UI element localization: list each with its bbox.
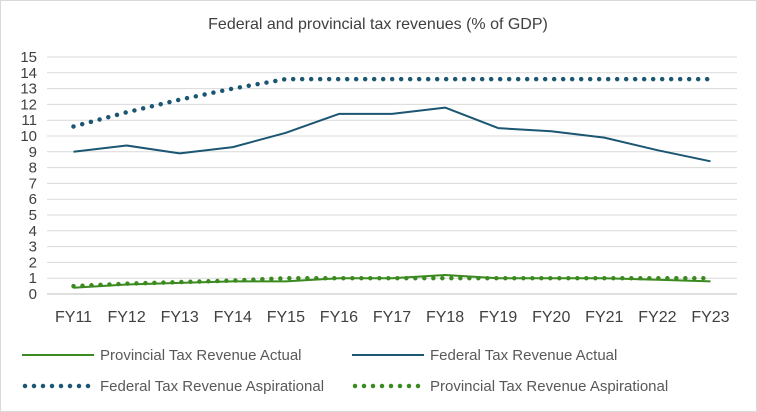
series-line (73, 106, 711, 163)
y-tick-label: 13 (20, 81, 37, 98)
legend-item: Provincial Tax Revenue Aspirational (352, 378, 668, 395)
x-tick-label: FY21 (585, 309, 623, 326)
x-tick-label: FY22 (638, 309, 676, 326)
y-tick-label: 1 (29, 270, 37, 287)
y-tick-label: 5 (29, 207, 37, 224)
y-tick-label: 9 (29, 144, 37, 161)
legend-label: Federal Tax Revenue Aspirational (100, 378, 324, 395)
legend-label: Provincial Tax Revenue Actual (100, 347, 302, 364)
chart-title: Federal and provincial tax revenues (% o… (208, 16, 548, 33)
series-line (71, 275, 713, 289)
y-tick-label: 3 (29, 239, 37, 256)
series-0 (73, 274, 711, 289)
series-2 (71, 76, 713, 129)
y-tick-label: 4 (29, 223, 37, 240)
y-tick-label: 0 (29, 286, 37, 303)
x-tick-label: FY12 (107, 309, 145, 326)
y-tick-label: 10 (20, 128, 37, 145)
x-tick-label: FY17 (373, 309, 411, 326)
legend: Provincial Tax Revenue Actual Federal Tax… (22, 347, 668, 395)
x-axis-ticks: FY11 FY12 FY13 FY14 FY15 FY16 FY17 FY18 FY19 FY20… (55, 309, 730, 326)
series-line (71, 76, 713, 129)
legend-label: Federal Tax Revenue Actual (430, 347, 617, 364)
x-tick-label: FY20 (532, 309, 570, 326)
gridlines (47, 56, 737, 295)
legend-label: Provincial Tax Revenue Aspirational (430, 378, 668, 395)
y-tick-label: 12 (20, 96, 37, 113)
y-tick-label: 15 (20, 49, 37, 66)
series-lines (71, 76, 713, 289)
x-tick-label: FY11 (55, 309, 92, 326)
legend-item: Federal Tax Revenue Actual (352, 347, 617, 364)
y-tick-label: 7 (29, 175, 37, 192)
series-1 (73, 106, 711, 163)
y-tick-label: 8 (29, 160, 37, 177)
x-tick-label: FY15 (267, 309, 305, 326)
x-tick-label: FY18 (426, 309, 464, 326)
x-tick-label: FY19 (479, 309, 517, 326)
legend-item: Federal Tax Revenue Aspirational (22, 378, 324, 395)
x-tick-label: FY13 (161, 309, 199, 326)
y-tick-label: 11 (21, 112, 37, 129)
x-tick-label: FY16 (320, 309, 358, 326)
y-tick-label: 2 (29, 254, 37, 271)
x-tick-label: FY23 (691, 309, 729, 326)
y-tick-label: 6 (29, 191, 37, 208)
y-tick-label: 14 (20, 65, 37, 82)
legend-item: Provincial Tax Revenue Actual (22, 347, 302, 364)
x-tick-label: FY14 (214, 309, 252, 326)
series-3 (71, 275, 713, 289)
